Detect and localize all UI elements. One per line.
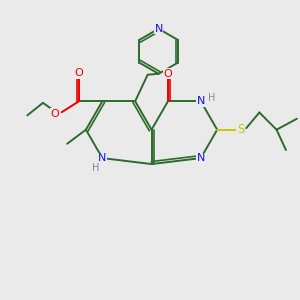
Text: O: O (164, 69, 172, 79)
Text: O: O (50, 109, 59, 119)
Text: O: O (74, 68, 83, 78)
Text: N: N (196, 96, 205, 106)
Text: S: S (237, 123, 244, 136)
Text: N: N (154, 24, 163, 34)
Text: N: N (98, 153, 106, 163)
Text: H: H (208, 93, 215, 103)
Text: N: N (196, 153, 205, 163)
Text: H: H (92, 163, 100, 173)
